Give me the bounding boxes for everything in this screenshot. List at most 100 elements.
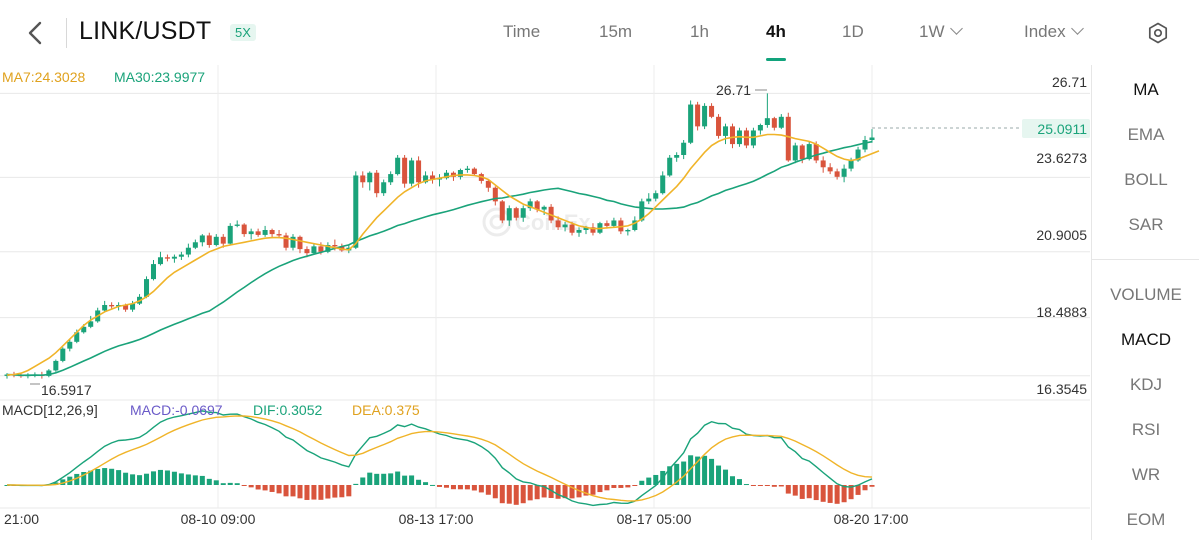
indicator-eom[interactable]: EOM <box>1126 510 1166 529</box>
macd-bar <box>820 485 826 502</box>
candle-body <box>269 230 275 235</box>
candle-body <box>534 201 540 210</box>
candle-body <box>227 225 233 244</box>
tab-1h[interactable]: 1h <box>690 22 709 42</box>
hexagon-settings-icon[interactable] <box>1147 22 1169 44</box>
tab-label: 1D <box>842 22 864 41</box>
candle-body <box>827 167 833 172</box>
macd-bar <box>144 473 150 485</box>
candle-body <box>806 144 812 160</box>
macd-bar <box>848 485 854 500</box>
macd-bar <box>283 485 289 497</box>
tab-label: 15m <box>599 22 633 41</box>
macd-bar <box>88 470 94 485</box>
candle-body <box>60 348 66 361</box>
candle-body <box>81 326 87 333</box>
trading-pair-title[interactable]: LINK/USDT <box>79 17 212 45</box>
macd-bar <box>716 465 722 485</box>
macd-bar <box>443 485 449 488</box>
chart-grid <box>0 65 1090 509</box>
macd-bar <box>785 485 791 494</box>
macd-bar <box>597 485 603 493</box>
indicator-boll[interactable]: BOLL <box>1124 170 1168 189</box>
indicator-wr[interactable]: WR <box>1131 465 1161 484</box>
tab-time[interactable]: Time <box>503 22 540 42</box>
indicator-macd[interactable]: MACD <box>1120 330 1172 349</box>
candle-body <box>443 172 449 179</box>
candle-body <box>660 175 666 194</box>
macd-bar <box>743 484 749 486</box>
candle-body <box>248 231 254 235</box>
candle-body <box>792 145 798 161</box>
time-label-3: 08-17 05:00 <box>617 511 692 527</box>
macd-bar <box>130 474 136 485</box>
candle-body <box>388 174 394 183</box>
tab-1w[interactable]: 1W <box>919 22 963 42</box>
macd-bar <box>639 480 645 485</box>
time-label-0: 21:00 <box>4 511 39 527</box>
macd-bar <box>388 473 394 485</box>
time-label-4: 08-20 17:00 <box>834 511 909 527</box>
candle-body <box>464 168 470 170</box>
chevron-left-icon[interactable] <box>22 18 50 48</box>
candle-body <box>862 140 868 150</box>
macd-bar <box>555 485 561 499</box>
candle-body <box>541 206 547 210</box>
indicator-rsi[interactable]: RSI <box>1131 420 1161 439</box>
macd-bar <box>653 474 659 485</box>
tab-15m[interactable]: 15m <box>599 22 632 42</box>
macd-bar <box>60 479 66 485</box>
indicator-ma[interactable]: MA <box>1133 80 1159 99</box>
low-price-annotation: 16.5917 <box>41 382 92 398</box>
macd-bar <box>430 484 436 486</box>
indicator-kdj[interactable]: KDJ <box>1129 375 1163 394</box>
high-price-annotation: 26.71 <box>716 82 751 98</box>
candle-body <box>499 201 505 221</box>
macd-bar <box>402 475 408 485</box>
candle-body <box>576 230 582 233</box>
tab-1d[interactable]: 1D <box>842 22 864 42</box>
candle-body <box>192 242 198 248</box>
tab-4h[interactable]: 4h <box>766 22 786 42</box>
candle-body <box>213 236 219 245</box>
active-tab-indicator <box>766 58 786 61</box>
indicator-sar[interactable]: SAR <box>1128 215 1164 234</box>
candle-body <box>611 220 617 226</box>
candle-body <box>423 175 429 183</box>
macd-bar <box>722 469 729 485</box>
chevron-down-icon <box>1070 22 1084 35</box>
candle-body <box>625 230 631 232</box>
candle-body <box>311 246 317 254</box>
macd-bar <box>374 473 380 485</box>
macd-bar <box>157 469 163 485</box>
macd-bar <box>332 485 338 498</box>
macd-bar <box>381 473 387 485</box>
candle-body <box>688 104 694 143</box>
macd-bar <box>423 482 429 485</box>
macd-bar <box>150 471 157 485</box>
macd-bar <box>234 483 240 485</box>
leverage-badge: 5X <box>230 24 256 41</box>
dea-line <box>7 415 873 502</box>
kline-chart[interactable]: CoinEx 25.0911 26.71 23.6273 20.9005 18.… <box>0 65 1091 540</box>
macd-bar <box>304 485 310 500</box>
indicator-ema[interactable]: EMA <box>1127 125 1165 144</box>
indicator-volume[interactable]: VOLUME <box>1110 285 1182 304</box>
macd-bar <box>74 473 80 485</box>
tab-index[interactable]: Index <box>1024 22 1084 42</box>
candle-body <box>716 116 722 136</box>
candle-body <box>304 249 310 254</box>
candle-body <box>360 175 366 183</box>
macd-bar <box>541 485 547 498</box>
macd-bar <box>297 485 303 499</box>
macd-bar <box>750 485 756 486</box>
macd-bar <box>506 485 512 504</box>
candle-body <box>409 160 415 184</box>
candle-body <box>206 235 212 245</box>
macd-bar <box>792 485 798 496</box>
candle-body <box>395 157 401 175</box>
price-label-16-3545: 16.3545 <box>1036 381 1087 397</box>
candle-body <box>262 230 268 235</box>
candle-body <box>471 168 477 175</box>
macd-bar <box>855 485 861 495</box>
